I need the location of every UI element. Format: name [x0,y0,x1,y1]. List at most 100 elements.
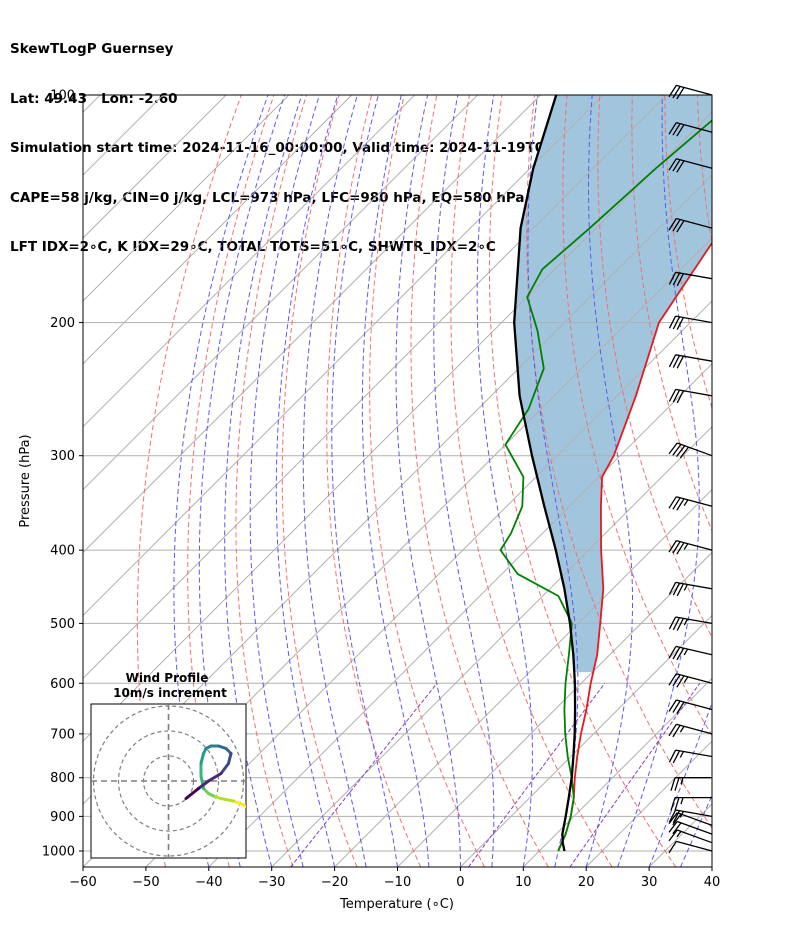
wind-barb-shape [668,217,713,233]
wind-barb [668,84,713,100]
wind-barb [668,388,713,404]
hodograph-segment [207,772,223,783]
wind-barb [668,217,713,233]
wind-barb-shape [668,616,713,631]
hodograph-segment [199,752,205,765]
wind-barb [668,645,713,661]
wind-barbs [668,84,713,854]
y-tick-label: 200 [50,316,75,331]
isotherm [83,95,353,365]
x-tick-label: −20 [321,875,348,890]
moist-adiabat [173,95,269,867]
isotherm [522,677,712,867]
dry-adiabat [369,95,485,867]
moist-adiabat [249,95,320,867]
wind-barb [668,812,713,827]
wind-barb [668,749,713,764]
wind-barb-shape [668,812,713,827]
wind-barb [668,271,713,287]
x-tick-label: −50 [132,875,159,890]
x-tick-label: −10 [384,875,411,890]
y-tick-label: 700 [50,727,75,742]
hodograph-ring [117,730,220,832]
y-tick-label: 600 [50,677,75,692]
y-tick-label: 400 [50,544,75,559]
wind-barb [668,829,713,844]
wind-barb-shape [668,315,713,330]
dry-adiabat [410,95,549,867]
moist-adiabat [648,701,712,867]
wind-barb [668,158,713,173]
x-tick-label: 0 [456,875,464,890]
wind-barb [668,699,713,714]
wind-barb-shape [668,388,713,404]
wind-barb-shape [668,809,713,824]
wind-barb-shape [668,354,713,369]
x-axis-label: Temperature (∘C) [339,897,454,912]
moist-adiabat [711,865,712,867]
sounding-profiles [499,95,712,852]
moist-adiabat [302,95,367,867]
wind-barb-shape [670,796,712,811]
wind-barb-shape [668,723,713,738]
x-axis: −60 −50 −40 −30 −20 −10 0 10 20 30 40 [69,867,720,890]
dry-adiabat [235,95,307,867]
hodograph-segment [232,799,245,807]
hodograph-subtitle: 10m/s increment [113,686,227,700]
wind-barb-shape [668,442,713,459]
chart-header: SkewTLogP Guernsey Lat: 49.43 Lon: -2.60… [10,8,626,272]
isotherm [83,95,478,491]
hodograph-title: Wind Profile [126,671,209,685]
moist-adiabat [275,95,339,867]
isotherm [83,95,416,428]
wind-barb [668,673,713,688]
cape-shading [514,95,712,673]
dry-adiabat [763,95,794,867]
y-tick-label: 100 [50,89,75,104]
moist-adiabat [198,95,286,867]
isotherm [271,425,712,867]
hodograph-segment [227,752,233,765]
isotherm [397,551,712,867]
wind-barb-shape [668,645,713,661]
wind-barb-shape [668,829,713,844]
dry-adiabat [281,95,358,867]
y-tick-label: 1000 [42,844,75,859]
hodograph-segment [184,787,200,800]
moist-adiabat [585,95,633,867]
wind-barb-shape [668,581,713,597]
wind-barb [670,777,712,791]
parcel-profile-line [513,95,577,852]
wind-barb-shape [668,121,713,137]
x-tick-label: −30 [258,875,285,890]
wind-barb [668,840,713,854]
hodograph-inset: Wind Profile 10m/s increment [90,671,247,859]
dry-adiabat [562,95,712,737]
wind-barb-shape [668,84,713,100]
y-axis: 1000 900 800 700 600 500 400 300 200 100 [42,89,83,859]
wind-barb [668,315,713,330]
dry-adiabats [136,95,794,867]
x-tick-label: −60 [69,875,96,890]
mixing-ratio-line [290,682,438,867]
moist-adiabat [476,95,533,867]
wind-barb-shape [668,840,713,854]
hodograph-plot [91,704,246,858]
title-stability-indices: LFT IDX=2∘C, K IDX=29∘C, TOTAL TOTS=51∘C… [10,239,496,255]
wind-barb [668,496,713,511]
x-tick-label: 20 [578,875,595,890]
isotherm [83,95,604,617]
wind-barb [668,121,713,137]
dry-adiabat [187,95,275,867]
dry-adiabat [526,95,712,829]
moist-adiabat [527,95,579,867]
moist-adiabats [173,95,712,867]
isotherm [83,95,290,302]
hodograph-segment [197,779,210,790]
dry-adiabat [730,95,794,867]
y-tick-label: 500 [50,617,75,632]
temperature-line [557,241,712,852]
y-axis-label: Pressure (hPa) [18,434,33,527]
wind-barb-shape [668,820,713,835]
